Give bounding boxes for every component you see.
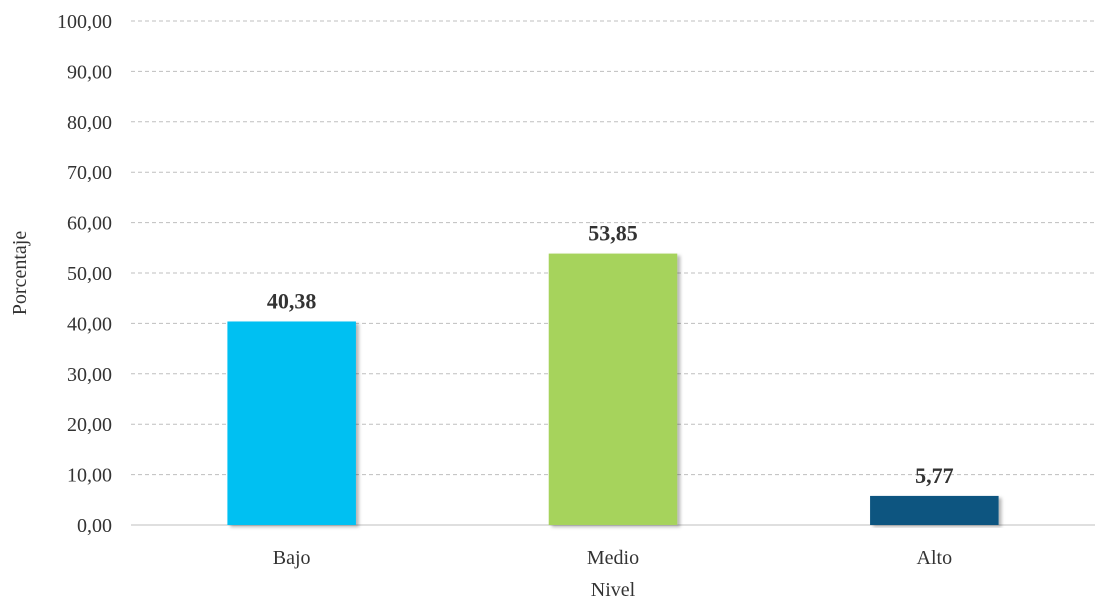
x-axis-title: Nivel bbox=[591, 579, 636, 601]
y-tick-label: 80,00 bbox=[67, 112, 112, 134]
data-label-alto: 5,77 bbox=[915, 463, 954, 488]
x-tick-label-medio: Medio bbox=[587, 547, 639, 569]
y-tick-label: 0,00 bbox=[77, 515, 112, 537]
y-tick-label: 20,00 bbox=[67, 414, 112, 436]
y-tick-label: 40,00 bbox=[67, 313, 112, 335]
data-label-bajo: 40,38 bbox=[267, 288, 317, 313]
x-tick-label-alto: Alto bbox=[917, 547, 953, 569]
y-tick-label: 70,00 bbox=[67, 162, 112, 184]
bars bbox=[227, 253, 999, 525]
y-tick-label: 60,00 bbox=[67, 213, 112, 235]
bar-alto bbox=[870, 495, 999, 525]
data-label-medio: 53,85 bbox=[588, 221, 638, 246]
data-labels: 40,38 53,85 5,77 bbox=[267, 221, 954, 488]
y-tick-label: 10,00 bbox=[67, 465, 112, 487]
x-tick-label-bajo: Bajo bbox=[273, 547, 311, 569]
y-axis-ticks: 0,00 10,00 20,00 30,00 40,00 50,00 60,00 70,00 8… bbox=[57, 11, 112, 537]
y-axis-title: Porcentaje bbox=[9, 231, 31, 316]
bar-bajo bbox=[227, 321, 356, 525]
y-tick-label: 90,00 bbox=[67, 61, 112, 83]
x-axis-ticks: Bajo Medio Alto bbox=[273, 547, 952, 569]
bar-medio bbox=[548, 253, 678, 525]
y-tick-label: 100,00 bbox=[57, 11, 112, 33]
y-tick-label: 50,00 bbox=[67, 263, 112, 285]
y-tick-label: 30,00 bbox=[67, 364, 112, 386]
